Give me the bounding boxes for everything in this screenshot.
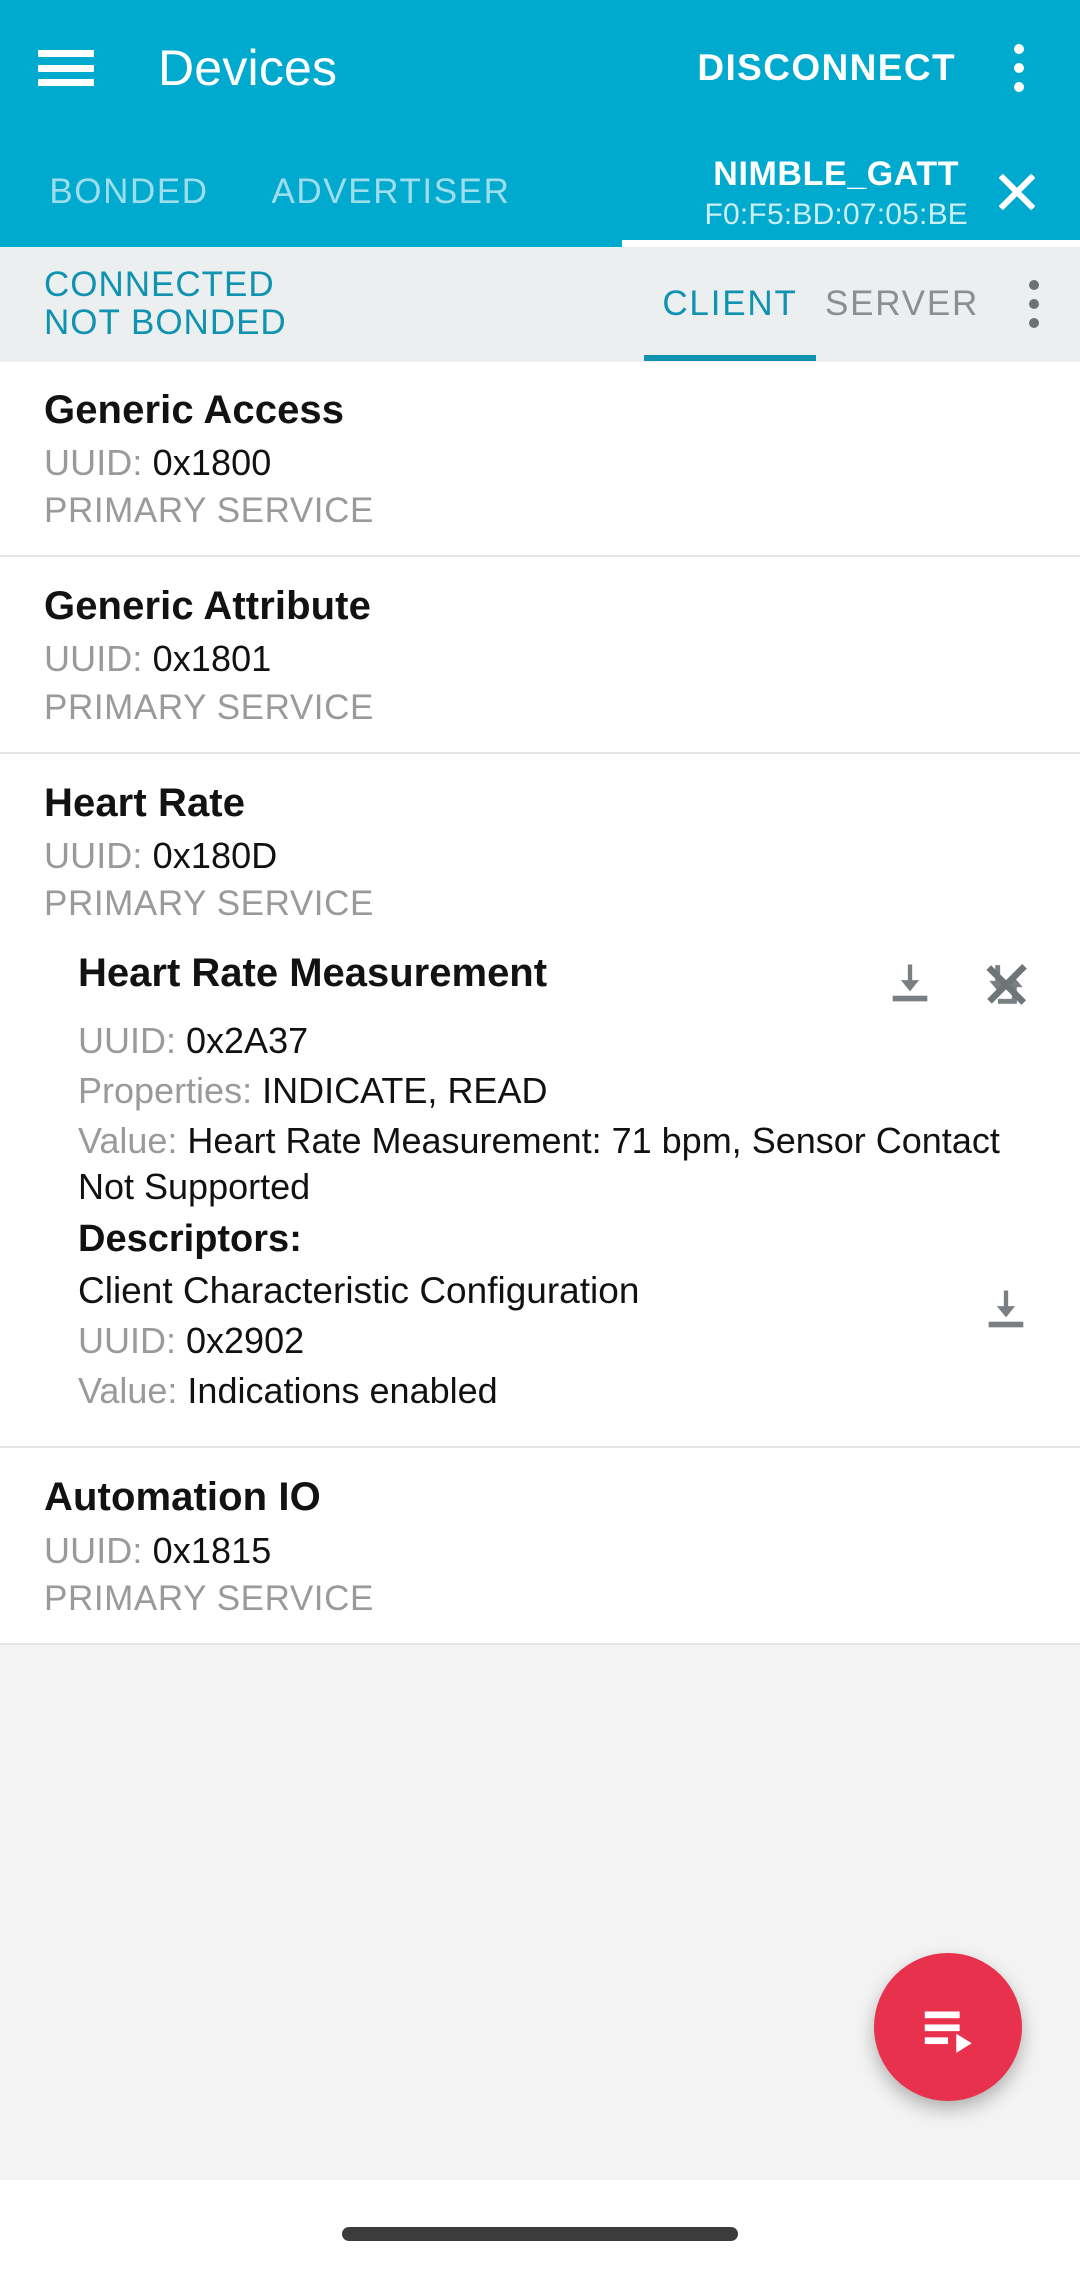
descriptors-label: Descriptors: bbox=[78, 1218, 302, 1261]
playlist-play-fab[interactable] bbox=[874, 1953, 1022, 2101]
tab-bonded[interactable]: BONDED bbox=[49, 171, 209, 211]
close-icon[interactable] bbox=[986, 161, 1048, 223]
dot bbox=[1029, 280, 1039, 290]
app-bar: Devices DISCONNECT BONDED ADVERTISER NIM… bbox=[0, 0, 1080, 247]
descriptor-texts: Client Characteristic Configuration UUID… bbox=[78, 1268, 976, 1415]
tab-device-address: F0:F5:BD:07:05:BE bbox=[704, 198, 968, 231]
tab-device-labels: NIMBLE_GATT F0:F5:BD:07:05:BE bbox=[704, 153, 968, 230]
hamburger-line bbox=[38, 50, 94, 57]
descriptor-actions bbox=[976, 1268, 1050, 1340]
value-text: Indications enabled bbox=[187, 1370, 498, 1412]
uuid-label: UUID: bbox=[78, 1019, 176, 1061]
uuid-value: 0x2902 bbox=[186, 1320, 305, 1362]
service-type: PRIMARY SERVICE bbox=[44, 1578, 374, 1618]
download-read-icon[interactable] bbox=[880, 954, 940, 1014]
service-name: Generic Access bbox=[44, 388, 345, 432]
service-type: PRIMARY SERVICE bbox=[44, 687, 374, 727]
download-read-icon[interactable] bbox=[976, 1280, 1036, 1340]
uuid-value: 0x180D bbox=[152, 834, 278, 876]
dot bbox=[1014, 63, 1024, 73]
content-more-vertical-icon[interactable] bbox=[988, 280, 1080, 328]
dot bbox=[1029, 299, 1039, 309]
service-uuid-row: UUID: 0x1815 bbox=[44, 1528, 1036, 1574]
uuid-label: UUID: bbox=[44, 1529, 143, 1571]
characteristic-value-row: Value: Heart Rate Measurement: 71 bpm, S… bbox=[78, 1118, 1050, 1210]
hamburger-line bbox=[38, 79, 94, 86]
service-item-automation-io[interactable]: Automation IO UUID: 0x1815 PRIMARY SERVI… bbox=[0, 1448, 1080, 1645]
page-title: Devices bbox=[158, 40, 338, 96]
value-text-line-2: Sensor Contact Not Supported bbox=[78, 1119, 1000, 1208]
hamburger-line bbox=[38, 64, 94, 72]
service-item-generic-attribute[interactable]: Generic Attribute UUID: 0x1801 PRIMARY S… bbox=[0, 557, 1080, 754]
connection-status-bar: CONNECTED NOT BONDED CLIENT SERVER bbox=[0, 247, 1080, 361]
notifications-disabled-icon[interactable] bbox=[976, 954, 1036, 1014]
service-type: PRIMARY SERVICE bbox=[44, 491, 374, 531]
service-uuid-row: UUID: 0x180D bbox=[44, 833, 1036, 879]
descriptor-name: Client Characteristic Configuration bbox=[78, 1269, 640, 1311]
tab-device-name: NIMBLE_GATT bbox=[713, 155, 960, 193]
service-type: PRIMARY SERVICE bbox=[44, 883, 374, 923]
tab-device-nimble-gatt[interactable]: NIMBLE_GATT F0:F5:BD:07:05:BE bbox=[524, 136, 1080, 247]
uuid-value: 0x1800 bbox=[152, 442, 272, 484]
dot bbox=[1014, 44, 1024, 54]
service-name: Automation IO bbox=[44, 1475, 321, 1520]
characteristic-properties-row: Properties: INDICATE, READ bbox=[78, 1068, 1050, 1114]
service-content: Generic Attribute UUID: 0x1801 PRIMARY S… bbox=[0, 583, 1080, 727]
system-navigation-bar bbox=[0, 2180, 1080, 2287]
status-badge: CONNECTED NOT BONDED bbox=[44, 266, 287, 342]
service-uuid-row: UUID: 0x1801 bbox=[44, 636, 1036, 682]
service-content: Automation IO UUID: 0x1815 PRIMARY SERVI… bbox=[0, 1474, 1080, 1618]
tab-server[interactable]: SERVER bbox=[824, 284, 980, 323]
active-tab-indicator bbox=[622, 240, 1080, 247]
gatt-service-list[interactable]: Generic Access UUID: 0x1800 PRIMARY SERV… bbox=[0, 361, 1080, 2180]
app-bar-top-row: Devices DISCONNECT bbox=[0, 0, 1080, 136]
value-label: Value: bbox=[78, 1119, 178, 1161]
descriptor-value-row: Value: Indications enabled bbox=[78, 1368, 976, 1414]
service-name: Heart Rate bbox=[44, 780, 246, 825]
characteristic-name: Heart Rate Measurement bbox=[78, 950, 548, 995]
uuid-label: UUID: bbox=[44, 638, 143, 680]
uuid-label: UUID: bbox=[78, 1320, 176, 1362]
bond-state: NOT BONDED bbox=[44, 303, 287, 342]
client-server-tab-bar: CLIENT SERVER bbox=[644, 247, 988, 361]
hamburger-menu-icon[interactable] bbox=[38, 45, 94, 91]
uuid-value: 0x2A37 bbox=[186, 1019, 309, 1061]
disconnect-button[interactable]: DISCONNECT bbox=[697, 47, 956, 88]
value-label: Value: bbox=[78, 1370, 178, 1412]
uuid-value: 0x1815 bbox=[152, 1529, 272, 1571]
top-tab-bar: BONDED ADVERTISER NIMBLE_GATT F0:F5:BD:0… bbox=[0, 136, 1080, 247]
service-content: Heart Rate UUID: 0x180D PRIMARY SERVICE bbox=[0, 780, 1080, 924]
descriptor-item-client-characteristic-configuration[interactable]: Client Characteristic Configuration UUID… bbox=[78, 1268, 1050, 1415]
uuid-label: UUID: bbox=[44, 834, 143, 876]
gesture-nav-pill[interactable] bbox=[342, 2226, 738, 2241]
characteristic-header: Heart Rate Measurement bbox=[78, 950, 1050, 1014]
dot bbox=[1029, 318, 1039, 328]
dot bbox=[1014, 82, 1024, 92]
characteristic-item-heart-rate-measurement[interactable]: Heart Rate Measurement bbox=[0, 924, 1080, 1423]
tab-advertiser[interactable]: ADVERTISER bbox=[271, 171, 511, 211]
more-vertical-icon[interactable] bbox=[984, 33, 1054, 103]
characteristic-uuid-row: UUID: 0x2A37 bbox=[78, 1018, 1050, 1064]
value-text-line-1: Heart Rate Measurement: 71 bpm, bbox=[187, 1119, 742, 1161]
service-content: Generic Access UUID: 0x1800 PRIMARY SERV… bbox=[0, 387, 1080, 531]
properties-label: Properties: bbox=[78, 1069, 253, 1111]
properties-value: INDICATE, READ bbox=[262, 1069, 548, 1111]
tab-client[interactable]: CLIENT bbox=[644, 247, 816, 361]
uuid-value: 0x1801 bbox=[152, 638, 272, 680]
descriptor-uuid-row: UUID: 0x2902 bbox=[78, 1318, 976, 1364]
service-uuid-row: UUID: 0x1800 bbox=[44, 440, 1036, 486]
playlist-play-icon bbox=[924, 2011, 972, 2053]
service-name: Generic Attribute bbox=[44, 584, 371, 629]
service-item-heart-rate[interactable]: Heart Rate UUID: 0x180D PRIMARY SERVICE … bbox=[0, 753, 1080, 1449]
service-item-generic-access[interactable]: Generic Access UUID: 0x1800 PRIMARY SERV… bbox=[0, 361, 1080, 558]
characteristic-actions bbox=[880, 950, 1050, 1014]
uuid-label: UUID: bbox=[44, 442, 143, 484]
connection-state: CONNECTED bbox=[44, 265, 275, 305]
